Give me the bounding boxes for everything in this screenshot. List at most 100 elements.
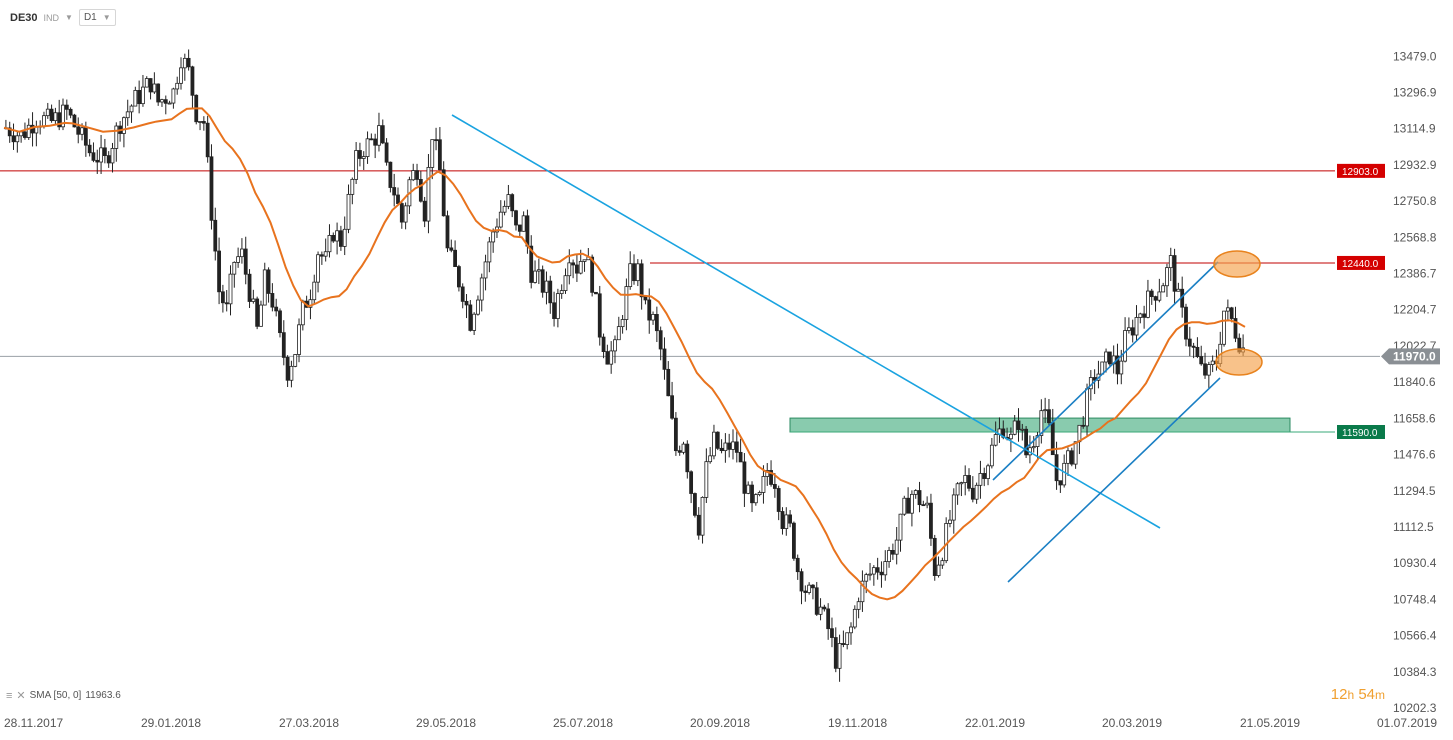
y-tick-label: 13296.9	[1393, 86, 1437, 100]
candle-body	[734, 441, 739, 453]
x-tick-label: 25.07.2018	[553, 716, 613, 730]
candle-body	[860, 580, 865, 603]
candle-body	[240, 248, 244, 258]
x-tick-label: 27.03.2018	[279, 716, 339, 730]
candle-body	[278, 310, 282, 334]
candle-body	[384, 142, 389, 163]
close-icon[interactable]: ✕	[16, 690, 26, 702]
candlestick-series	[4, 49, 1245, 682]
candle-body	[323, 251, 328, 257]
candle-body	[1081, 424, 1086, 427]
candle-body	[662, 348, 667, 370]
candle-body	[380, 125, 385, 144]
candle-body	[228, 273, 233, 305]
candle-body	[1210, 360, 1215, 365]
candle-body	[190, 66, 195, 96]
candle-body	[647, 299, 652, 321]
candle-body	[780, 511, 785, 529]
candle-body	[856, 601, 861, 610]
candle-body	[788, 514, 792, 524]
candle-body	[963, 475, 968, 483]
y-tick-label: 10566.4	[1393, 629, 1437, 643]
candle-body	[281, 332, 286, 358]
candle-body	[45, 108, 50, 117]
candle-body	[910, 493, 914, 514]
candle-body	[392, 187, 397, 196]
candle-body	[346, 193, 351, 230]
candle-body	[285, 357, 290, 381]
candle-body	[350, 178, 355, 195]
candle-body	[970, 487, 975, 500]
symbol-label[interactable]: DE30	[10, 11, 38, 24]
candle-body	[1142, 313, 1147, 318]
candle-body	[1020, 428, 1025, 431]
candle-body	[266, 269, 271, 294]
candle-body	[544, 280, 549, 293]
candle-body	[331, 235, 336, 242]
candle-body	[578, 261, 583, 274]
candle-body	[1066, 450, 1070, 464]
candle-body	[209, 156, 214, 221]
candle-body	[609, 350, 614, 365]
candle-body	[704, 461, 709, 498]
candle-body	[316, 254, 320, 283]
candle-body	[628, 263, 633, 288]
candle-body	[259, 304, 263, 327]
candle-body	[441, 169, 446, 217]
candle-body	[99, 147, 103, 163]
candle-body	[437, 139, 442, 171]
timeframe-select[interactable]: D1 ▼	[78, 9, 116, 26]
candle-body	[255, 298, 260, 327]
candle-body	[102, 147, 107, 157]
candle-body	[300, 300, 305, 326]
candle-body	[49, 108, 54, 122]
candle-body	[460, 286, 465, 302]
timer-hours: 12	[1330, 686, 1348, 703]
candle-body	[426, 166, 431, 222]
candle-body	[479, 277, 484, 301]
candle-body	[559, 290, 564, 295]
candle-body	[163, 99, 168, 104]
candle-body	[651, 314, 655, 321]
candle-body	[289, 365, 294, 381]
candle-body	[464, 300, 469, 306]
candle-body	[1165, 267, 1169, 287]
candle-body	[1062, 462, 1067, 486]
candle-body	[875, 567, 880, 573]
market-dropdown-icon[interactable]: ▼	[65, 13, 73, 22]
candle-body	[1157, 291, 1162, 301]
candle-body	[361, 156, 366, 159]
candle-body	[42, 115, 46, 127]
candle-body	[769, 470, 773, 485]
candle-body	[658, 330, 663, 350]
candle-body	[753, 494, 758, 504]
candle-body	[270, 293, 275, 308]
candle-body	[571, 262, 576, 266]
candle-body	[11, 135, 16, 143]
candle-body	[616, 326, 621, 341]
candle-body	[685, 443, 690, 473]
sma-polyline	[3, 107, 1246, 601]
menu-icon[interactable]: ≡	[6, 689, 13, 702]
candle-body	[19, 131, 24, 137]
candle-body	[1233, 318, 1238, 339]
candle-body	[765, 470, 770, 477]
price-tag-bg	[1337, 163, 1385, 178]
candle-body	[955, 483, 960, 496]
sma-line	[3, 107, 1246, 601]
candle-body	[1012, 420, 1017, 435]
candle-body	[274, 306, 279, 312]
candle-body	[913, 490, 918, 495]
candle-body	[993, 434, 998, 446]
candle-body	[7, 127, 12, 137]
candle-body	[837, 643, 842, 669]
candle-body	[449, 247, 454, 251]
candle-body	[708, 455, 713, 463]
timer-hours-unit: h	[1347, 688, 1355, 702]
candle-body	[64, 104, 69, 110]
candle-body	[457, 266, 461, 288]
candle-body	[525, 215, 530, 247]
candle-body	[575, 264, 579, 274]
candle-body	[894, 539, 899, 555]
